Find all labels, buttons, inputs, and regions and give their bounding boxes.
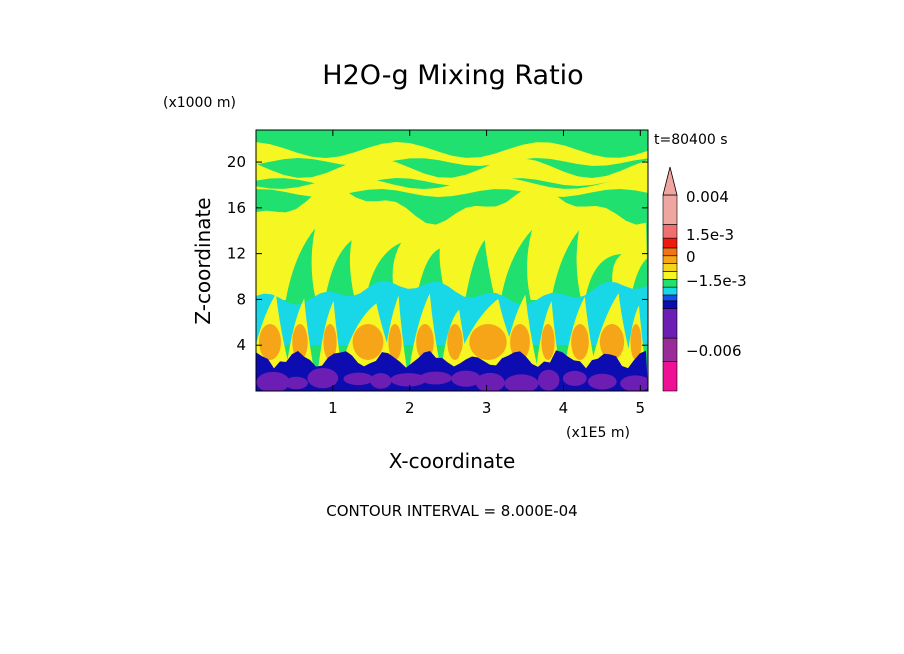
surface-dry-blob <box>390 373 427 387</box>
x-axis-label: X-coordinate <box>389 449 516 473</box>
y-tick-label: 8 <box>236 290 246 308</box>
x-scale-label: (x1E5 m) <box>566 425 630 441</box>
colorbar-swatch <box>662 224 678 239</box>
surface-dry-blob <box>419 371 452 385</box>
x-tick-label: 3 <box>482 399 492 417</box>
colorbar-label: 1.5e-3 <box>686 226 734 244</box>
moist-core <box>323 324 337 360</box>
x-axis-ticks: 1 2 3 4 5 <box>328 130 645 417</box>
colorbar-swatch <box>662 308 678 339</box>
colorbar-swatch <box>662 361 678 392</box>
y-scale-label: (x1000 m) <box>163 95 236 111</box>
moist-core <box>352 324 384 360</box>
plot-frame <box>255 129 649 392</box>
surface-dry-blob <box>307 367 339 389</box>
surface-dry-blob <box>475 372 505 391</box>
y-tick-label: 20 <box>227 153 246 171</box>
moist-core <box>541 324 555 360</box>
y-tick-label: 12 <box>227 245 246 263</box>
colorbar-swatch <box>662 263 678 272</box>
x-tick-label: 2 <box>405 399 415 417</box>
colorbar-swatch <box>662 278 678 288</box>
colorbar-swatch <box>662 194 678 225</box>
green-intrusion <box>324 240 355 300</box>
surface-dry-blob <box>537 369 560 391</box>
moist-core <box>469 324 507 360</box>
surface-dry-blob <box>370 373 392 389</box>
surface-dry-blob <box>451 370 481 387</box>
colorbar-label: −0.006 <box>686 342 742 360</box>
colorbar-swatch <box>662 337 678 362</box>
moist-core <box>447 324 463 360</box>
surface-dry-blob <box>587 373 617 390</box>
x-tick-label: 5 <box>636 399 646 417</box>
moist-core <box>510 324 530 360</box>
colorbar-label: 0.004 <box>686 188 729 206</box>
surface-dry-blob <box>284 376 308 390</box>
colorbar-arrow <box>662 166 678 196</box>
colorbar-swatch <box>662 286 678 296</box>
moist-core <box>630 324 642 360</box>
surface-dry-blob <box>256 371 290 391</box>
colorbar-swatch <box>662 300 678 309</box>
contour-interval-note: CONTOUR INTERVAL = 8.000E-04 <box>326 502 577 520</box>
surface-dry-blob <box>620 375 648 391</box>
moist-core <box>416 324 434 360</box>
upper-moist-streak <box>256 142 648 166</box>
moist-core <box>571 324 589 360</box>
colorbar-label: 0 <box>686 248 696 266</box>
colorbar-swatch <box>662 271 678 280</box>
moist-core <box>292 324 308 360</box>
colorbar-swatch <box>662 294 678 302</box>
colorbar-labels: 0.004 1.5e-3 0 −1.5e-3 −0.006 <box>686 188 747 360</box>
x-tick-label: 4 <box>559 399 569 417</box>
y-axis-ticks: 4 8 12 16 20 <box>227 153 648 354</box>
moist-core <box>388 324 402 360</box>
heatmap-field <box>256 130 648 391</box>
y-axis-label: Z-coordinate <box>191 197 215 324</box>
mid-moist-layer <box>256 185 648 300</box>
moist-core <box>259 324 281 360</box>
y-tick-label: 4 <box>236 336 246 354</box>
moist-core <box>599 324 625 360</box>
x-tick-label: 1 <box>328 399 338 417</box>
surface-dry-blob <box>562 370 587 386</box>
surface-dry-blob <box>343 372 374 386</box>
green-intrusion <box>285 228 316 300</box>
chart-title: H2O-g Mixing Ratio <box>322 60 583 91</box>
surface-dry-blob <box>504 374 539 391</box>
green-intrusion <box>465 239 496 300</box>
green-intrusion <box>500 229 533 300</box>
y-tick-label: 16 <box>227 199 246 217</box>
colorbar-label: −1.5e-3 <box>686 272 747 290</box>
colorbar-swatch <box>662 247 678 257</box>
green-intrusion <box>551 230 582 300</box>
colorbar-swatch <box>662 255 678 264</box>
colorbar-swatch <box>662 237 678 249</box>
colorbar <box>662 166 678 392</box>
time-label: t=80400 s <box>654 132 728 148</box>
